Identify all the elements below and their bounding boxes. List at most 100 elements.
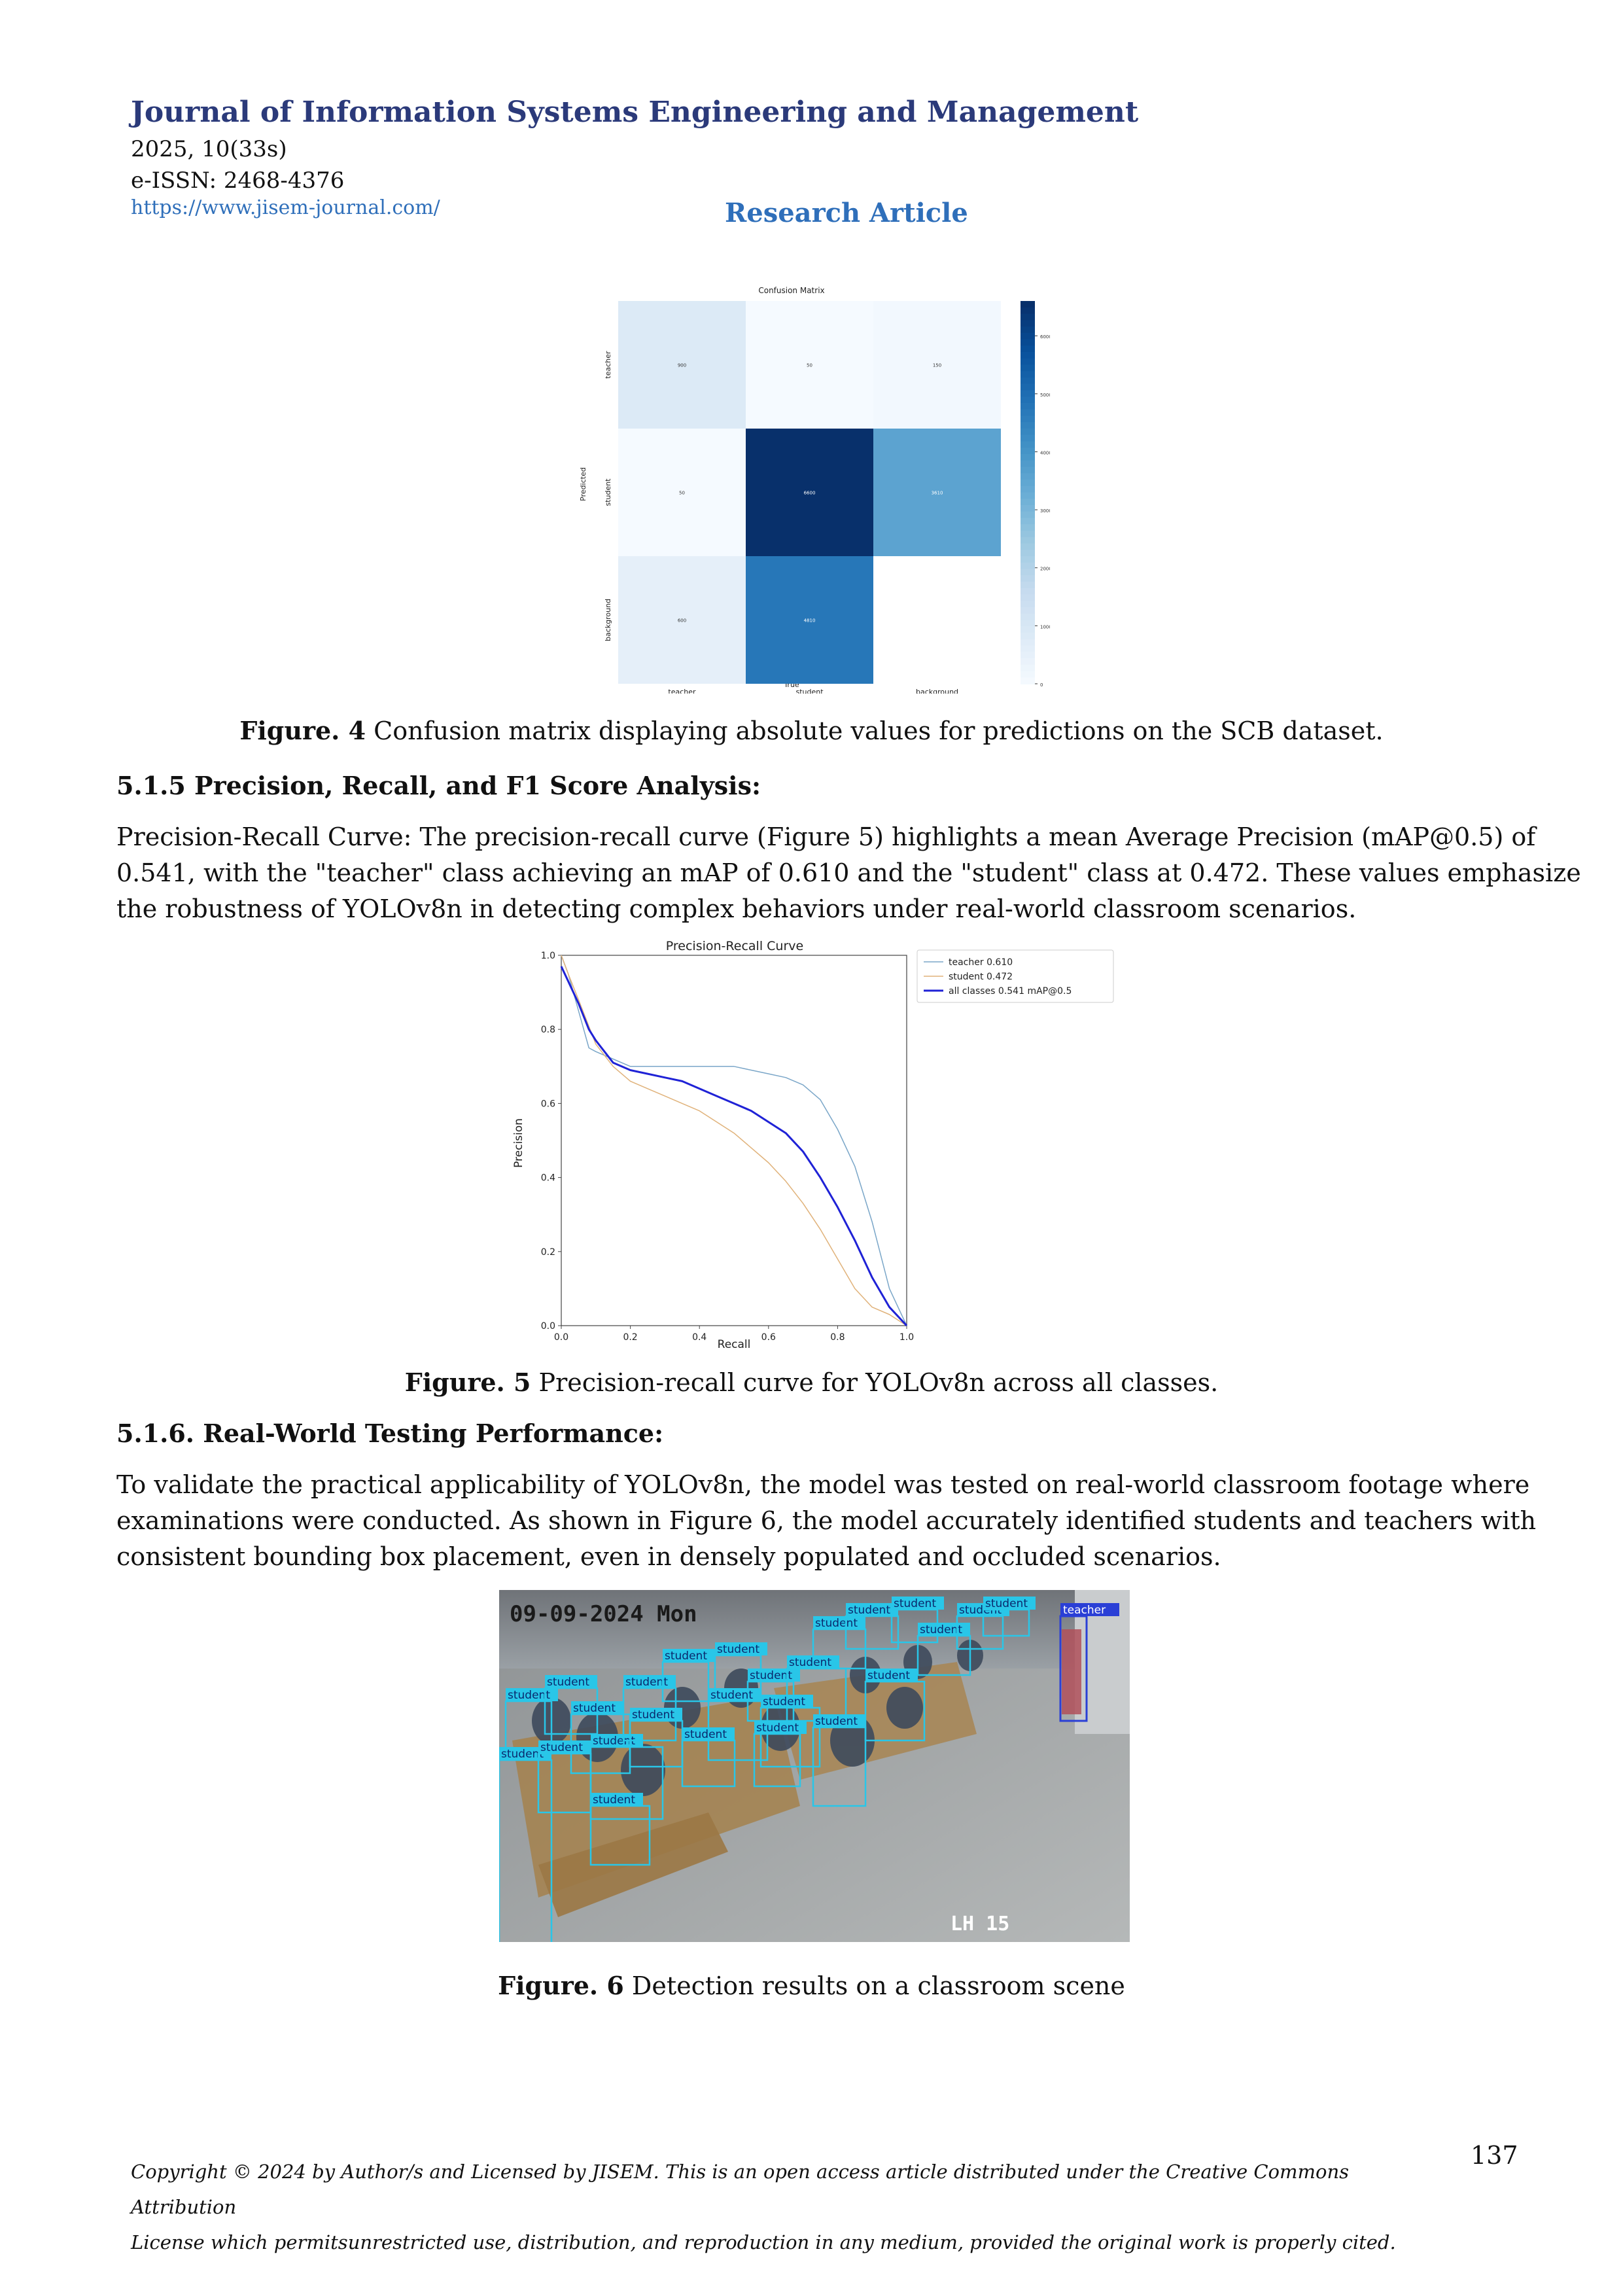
- y-tick-label: 0.6: [541, 1099, 555, 1109]
- colorbar-segment: [1021, 575, 1035, 582]
- section-516-heading: 5.1.6. Real-World Testing Performance:: [116, 1419, 664, 1448]
- colorbar-segment: [1021, 499, 1035, 506]
- colorbar-segment: [1021, 531, 1035, 538]
- detection-label-bg: [682, 1727, 735, 1740]
- colorbar-segment: [1021, 403, 1035, 410]
- detection-label-bg: [983, 1597, 1036, 1610]
- colorbar-segment: [1021, 639, 1035, 646]
- chart-title: Confusion Matrix: [758, 286, 824, 295]
- colorbar-segment: [1021, 345, 1035, 353]
- cell-value: 50: [807, 363, 812, 368]
- colorbar-segment: [1021, 301, 1035, 308]
- y-axis-label: Precision: [512, 1118, 525, 1168]
- colorbar-segment: [1021, 518, 1035, 525]
- detection-label: student: [717, 1643, 759, 1656]
- series-line: [561, 955, 907, 1326]
- colorbar-segment: [1021, 397, 1035, 404]
- matrix-cell: [873, 556, 1001, 684]
- y-tick-label: 0.0: [541, 1321, 555, 1332]
- colorbar-segment: [1021, 358, 1035, 366]
- paragraph-line: To validate the practical applicability …: [116, 1470, 1530, 1499]
- section-515-heading: 5.1.5 Precision, Recall, and F1 Score An…: [116, 771, 761, 800]
- confusion-matrix-chart: Confusion Matrix True Predicted 900 50 150…: [579, 286, 1052, 696]
- cell-value: 50: [679, 491, 685, 496]
- teacher-figure: [1062, 1629, 1081, 1714]
- pr-curve-chart: Precision-Recall Curve Recall Precision …: [512, 939, 1114, 1351]
- colorbar-segment: [1021, 633, 1035, 640]
- chart-title: Precision-Recall Curve: [666, 939, 803, 953]
- colorbar-segment: [1021, 473, 1035, 480]
- detection-label: student: [894, 1597, 936, 1610]
- detection-label-bg: [813, 1714, 865, 1727]
- detection-label: student: [710, 1689, 753, 1702]
- detection-label-bg: [813, 1616, 865, 1629]
- figure-4-caption: Figure. 4 Confusion matrix displaying ab…: [239, 716, 1384, 745]
- colorbar-segment: [1021, 352, 1035, 359]
- eissn: e-ISSN: 2468-4376: [131, 168, 345, 194]
- detection-label: student: [593, 1735, 635, 1748]
- cell-value: 6600: [804, 491, 816, 496]
- detection-label-bg: [708, 1688, 761, 1701]
- x-tick-label: 0.8: [830, 1332, 845, 1343]
- detection-label: student: [501, 1748, 544, 1761]
- matrix-cell: [746, 556, 873, 684]
- colorbar-segment: [1021, 486, 1035, 493]
- legend-label: student 0.472: [949, 972, 1013, 982]
- matrix-cell: [618, 301, 746, 429]
- detection-label: student: [815, 1617, 858, 1630]
- colorbar-tick-label: 2000: [1040, 567, 1050, 572]
- colorbar-segment: [1021, 327, 1035, 334]
- colorbar-segment: [1021, 664, 1035, 672]
- colorbar-segment: [1021, 429, 1035, 436]
- matrix-cell: [873, 301, 1001, 429]
- detection-label: student: [632, 1708, 674, 1722]
- timestamp-overlay: 09-09-2024 Mon: [510, 1601, 697, 1627]
- colorbar-segment: [1021, 434, 1035, 442]
- detection-label-bg: [846, 1603, 898, 1616]
- matrix-cell: [746, 301, 873, 429]
- colorbar-segment: [1021, 454, 1035, 461]
- page-number: 137: [1471, 2141, 1518, 2170]
- matrix-cell: [746, 429, 873, 556]
- colorbar-segment: [1021, 645, 1035, 653]
- detection-label: student: [985, 1597, 1028, 1610]
- colorbar-segment: [1021, 620, 1035, 627]
- colorbar-segment: [1021, 332, 1035, 340]
- matrix-cell: [873, 429, 1001, 556]
- room-label-overlay: LH 15: [951, 1913, 1009, 1935]
- legend-label: all classes 0.541 mAP@0.5: [949, 986, 1072, 997]
- journal-url-link[interactable]: https://www.jisem-journal.com/: [131, 196, 440, 219]
- y-tick-label: teacher: [604, 351, 612, 379]
- paragraph-line: the robustness of YOLOv8n in detecting c…: [116, 894, 1357, 923]
- copyright-line: Copyright © 2024 by Author/s and License…: [131, 2161, 1350, 2218]
- paragraph-line: 0.541, with the "teacher" class achievin…: [116, 858, 1581, 887]
- detection-label: student: [665, 1650, 707, 1663]
- x-tick-label: 0.4: [692, 1332, 707, 1343]
- x-tick-label: 0.2: [623, 1332, 637, 1343]
- colorbar-segment: [1021, 505, 1035, 512]
- colorbar-segment: [1021, 480, 1035, 487]
- matrix-cell: [618, 429, 746, 556]
- y-tick-label: 0.2: [541, 1247, 555, 1258]
- colorbar-segment: [1021, 441, 1035, 449]
- cell-value: 900: [678, 363, 686, 368]
- detection-label: student: [508, 1689, 550, 1702]
- colorbar-segment: [1021, 556, 1035, 563]
- detection-label: student: [750, 1669, 792, 1682]
- volume-issue: 2025, 10(33s): [131, 136, 287, 162]
- paragraph-line: Precision-Recall Curve: The precision-re…: [116, 822, 1536, 851]
- detection-label-bg: [865, 1669, 918, 1682]
- y-tick-label: background: [604, 599, 612, 641]
- cell-value: 600: [678, 618, 686, 624]
- legend-box: [916, 949, 1114, 1003]
- detection-label: student: [763, 1695, 805, 1708]
- figure-6-caption: Figure. 6 Detection results on a classro…: [498, 1971, 1125, 2000]
- colorbar-segment: [1021, 448, 1035, 455]
- series-line: [560, 966, 908, 1327]
- colorbar-segment: [1021, 460, 1035, 468]
- x-axis-label: Recall: [718, 1338, 751, 1351]
- detection-label: student: [756, 1722, 799, 1735]
- detection-label: student: [593, 1793, 635, 1807]
- colorbar-tick-label: 0: [1040, 682, 1043, 688]
- detection-label-bg: [892, 1597, 944, 1610]
